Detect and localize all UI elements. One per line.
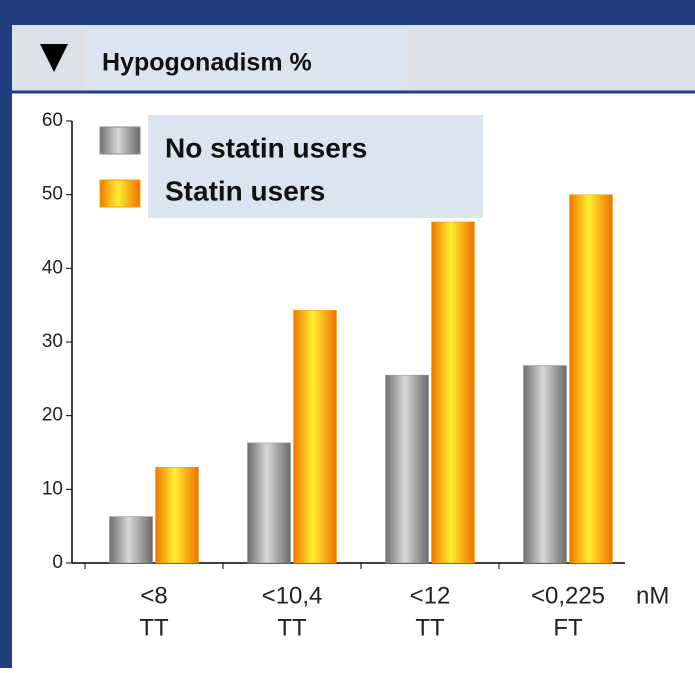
legend-swatch: [99, 179, 141, 208]
y-tick-label: 40: [42, 257, 63, 278]
y-tick-label: 50: [42, 184, 63, 205]
bar: [569, 194, 613, 564]
x-tick-sublabel: TT: [139, 614, 169, 641]
collapse-toggle[interactable]: [40, 44, 68, 72]
y-tick-label: 60: [42, 110, 63, 131]
x-tick-sublabel: TT: [415, 614, 445, 641]
bar: [385, 374, 429, 564]
x-tick-sublabel: TT: [277, 614, 307, 641]
x-unit: nM: [636, 582, 669, 609]
legend-label: Statin users: [165, 175, 325, 206]
legend-swatch: [99, 126, 141, 155]
y-tick-label: 0: [52, 552, 63, 573]
bar: [293, 310, 337, 564]
legend-label: No statin users: [165, 132, 367, 163]
x-tick-label: <12: [410, 582, 451, 609]
x-tick-label: <10,4: [262, 582, 323, 609]
y-tick-label: 10: [42, 478, 63, 499]
x-tick-label: <0,225: [531, 582, 605, 609]
bar: [431, 221, 475, 564]
title-box: [85, 29, 410, 90]
bar: [109, 516, 153, 564]
bar: [523, 365, 567, 564]
legend-box: [148, 115, 483, 218]
bar: [247, 442, 291, 564]
plot: 0 10 20 30 40 50 60 <8 TT <10,4 TT <12 TT <0,225 FT nM N…: [42, 110, 669, 641]
y-tick-label: 30: [42, 331, 63, 352]
x-tick-label: <8: [140, 582, 167, 609]
y-tick-label: 20: [42, 405, 63, 426]
x-tick-sublabel: FT: [553, 614, 583, 641]
bar: [155, 466, 199, 564]
header-title: Hypogonadism %: [102, 49, 312, 77]
